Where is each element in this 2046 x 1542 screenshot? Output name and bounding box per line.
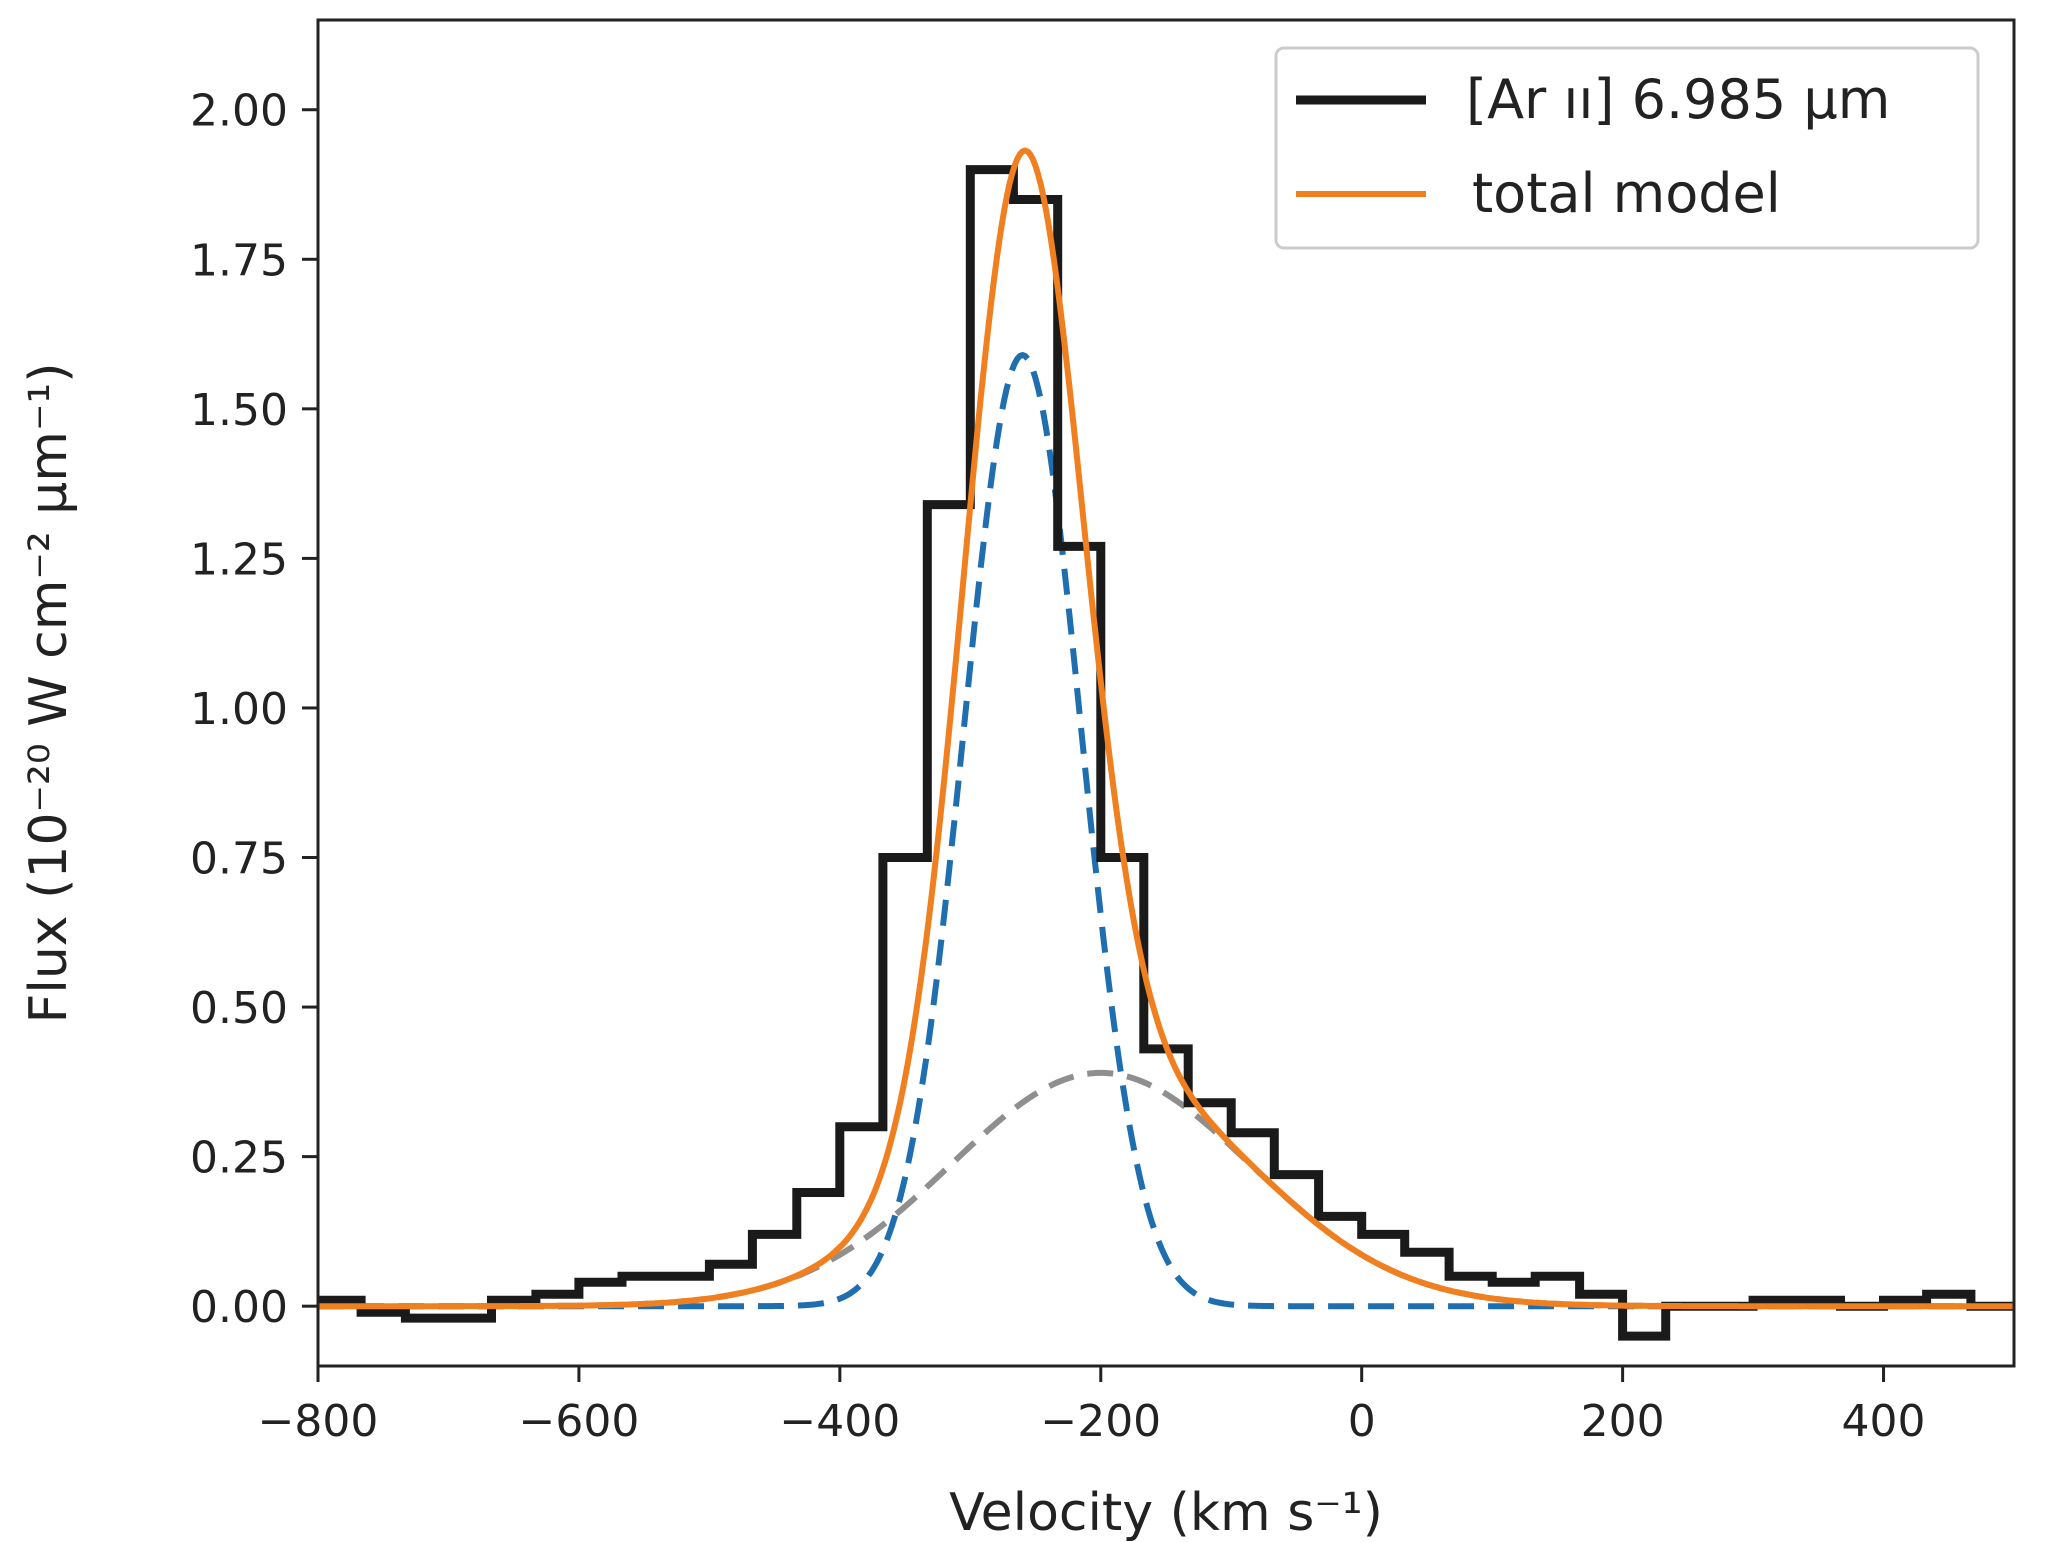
x-axis-title: Velocity (km s⁻¹): [949, 1483, 1383, 1542]
y-tick-label: 0.25: [190, 1133, 288, 1184]
x-tick-label: 200: [1581, 1396, 1665, 1447]
y-tick-label: 2.00: [190, 86, 288, 137]
x-axis: −800 −600 −400 −200 0 200 400: [258, 1366, 1926, 1447]
y-tick-label: 0.50: [190, 983, 288, 1034]
y-tick-label: 1.50: [190, 385, 288, 436]
x-tick-label: 400: [1842, 1396, 1926, 1447]
legend: [Ar ıı] 6.985 μm total model: [1274, 46, 1980, 250]
y-tick-label: 1.25: [190, 534, 288, 585]
y-tick-label: 1.75: [190, 235, 288, 286]
legend-label-spectrum: [Ar ıı] 6.985 μm: [1466, 68, 1890, 131]
y-tick-label: 1.00: [190, 684, 288, 735]
legend-label-total-model: total model: [1472, 162, 1781, 225]
total-model-line: [318, 147, 2014, 1310]
y-tick-label: 0.00: [190, 1282, 288, 1333]
x-tick-label: −400: [779, 1396, 900, 1447]
y-axis: 0.00 0.25 0.50 0.75 1.00 1.25 1.50 1.75 2.00: [190, 86, 318, 1333]
x-tick-label: −600: [518, 1396, 639, 1447]
axes-frame: [316, 18, 2016, 1368]
x-tick-label: −800: [258, 1396, 379, 1447]
legend-box: [1274, 46, 1980, 250]
y-tick-label: 0.75: [190, 834, 288, 885]
y-axis-title: Flux (10⁻²⁰ W cm⁻² μm⁻¹): [19, 362, 79, 1023]
x-tick-label: 0: [1348, 1396, 1376, 1447]
x-tick-label: −200: [1040, 1396, 1161, 1447]
plot-area: [318, 147, 2014, 1341]
